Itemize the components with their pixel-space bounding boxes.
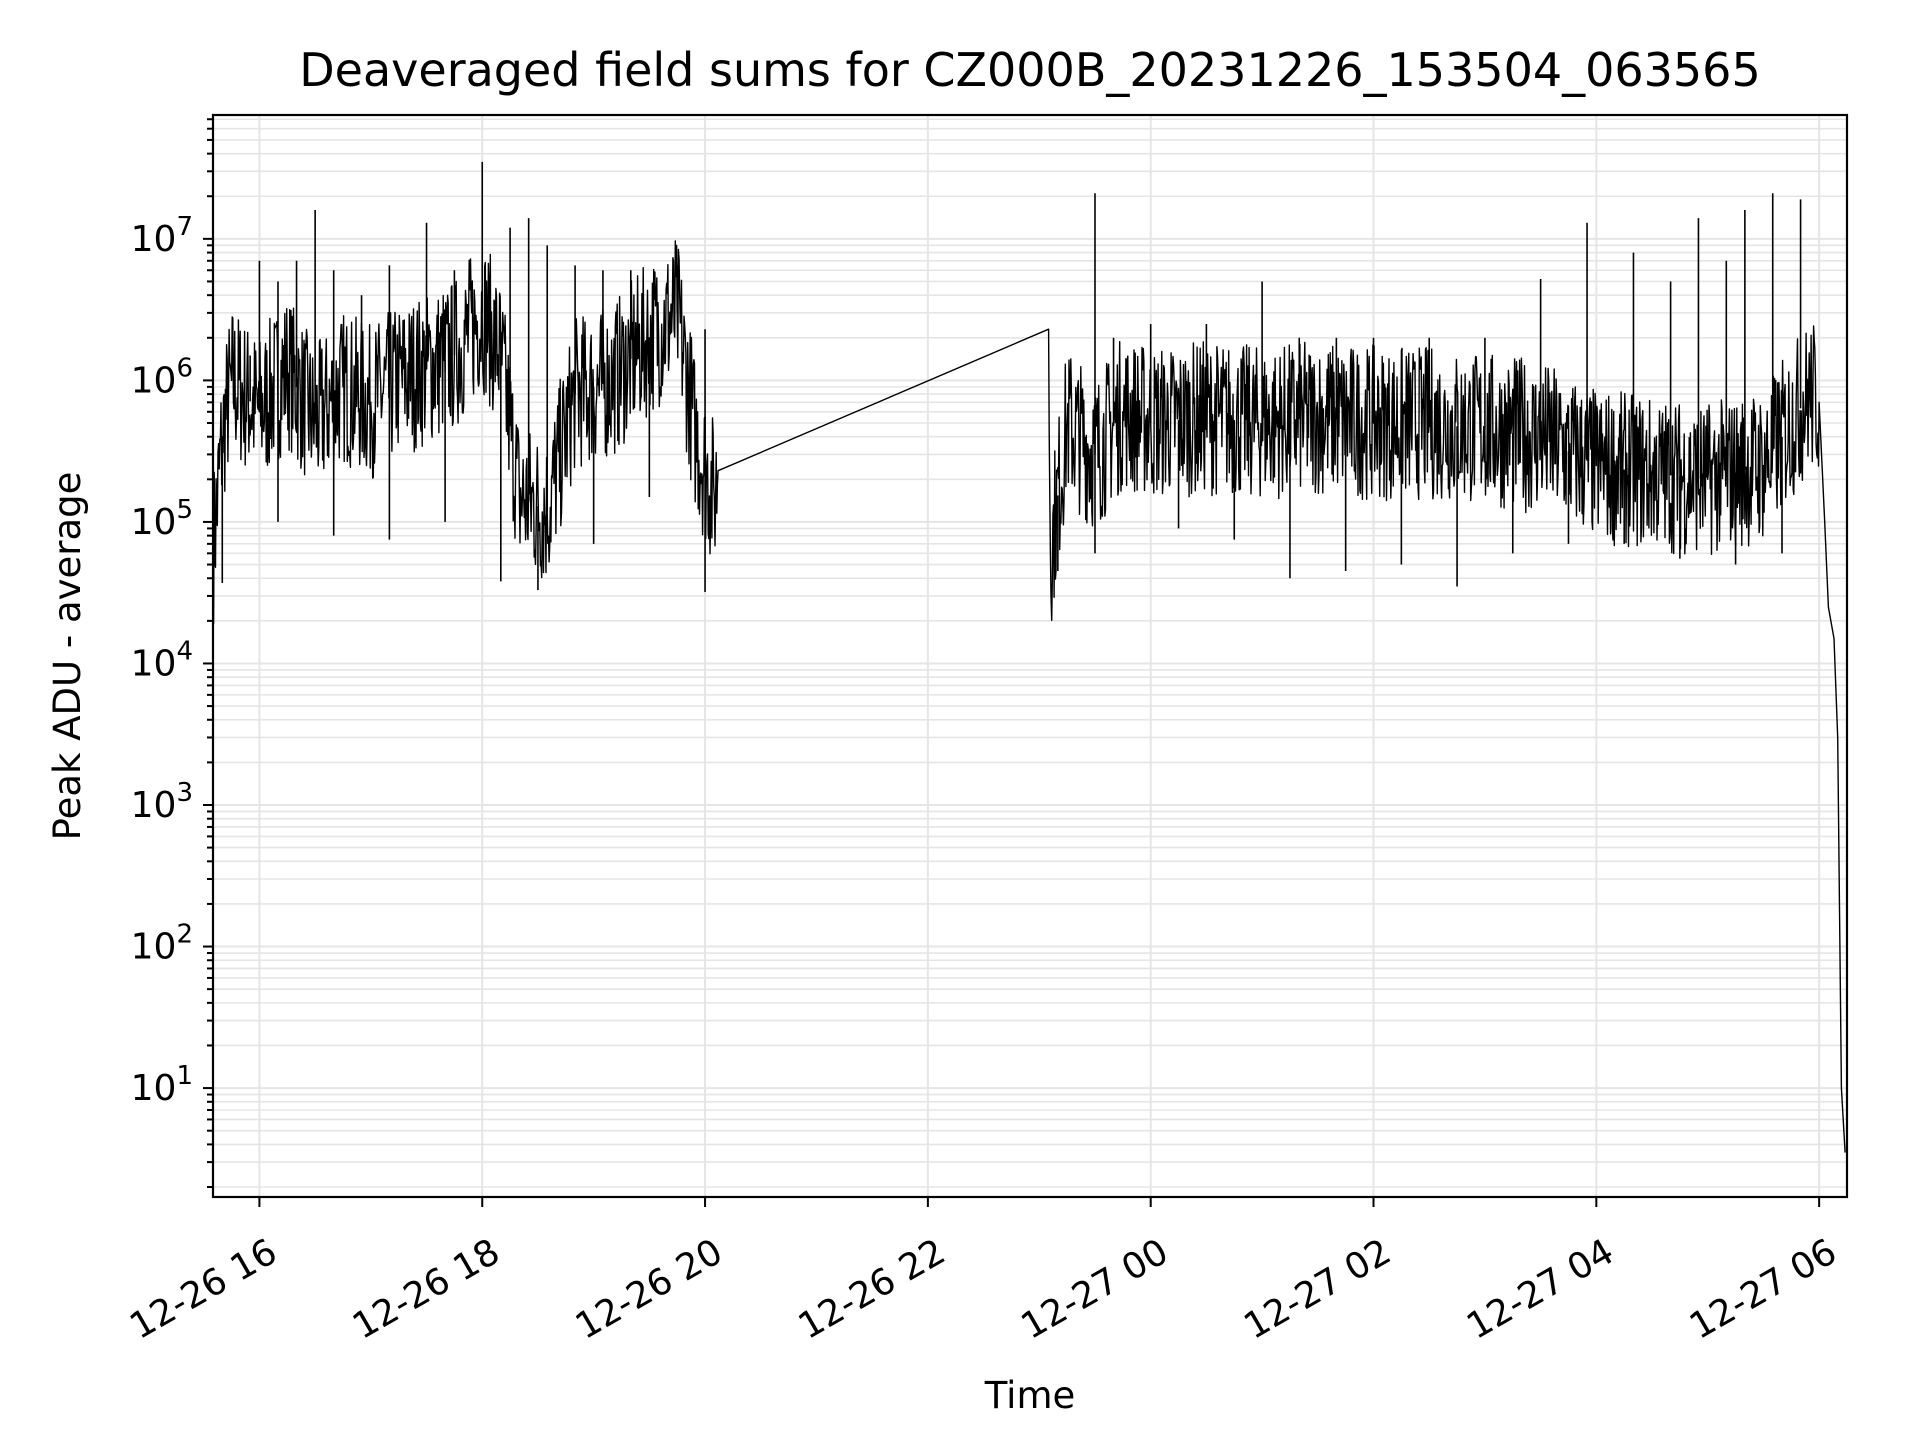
x-tick-label: 12-26 22 — [792, 1231, 953, 1347]
y-axis-label: Peak ADU - average — [46, 472, 89, 841]
y-ticks: 101 102 103 104 105 106 107 — [131, 118, 213, 1189]
x-tick-label: 12-27 06 — [1683, 1231, 1844, 1347]
x-tick-label: 12-27 02 — [1237, 1231, 1398, 1347]
x-axis-label: Time — [984, 1374, 1076, 1417]
plot-lines — [212, 161, 1846, 1153]
y-tick-label: 101 — [131, 1061, 193, 1109]
x-ticks: 12-26 16 12-26 18 12-26 20 12-26 22 12-27 00… — [123, 1197, 1844, 1348]
series-line — [212, 240, 1846, 1153]
y-tick-label: 107 — [131, 212, 193, 260]
plot-frame — [211, 113, 1849, 1199]
y-tick-label: 106 — [131, 353, 193, 401]
x-tick-label: 12-26 20 — [569, 1231, 730, 1347]
chart-title: Deaveraged field sums for CZ000B_2023122… — [299, 43, 1760, 97]
x-tick-label: 12-27 04 — [1460, 1231, 1621, 1347]
grid — [213, 115, 1847, 1197]
x-tick-label: 12-26 16 — [123, 1231, 284, 1347]
y-tick-label: 104 — [131, 636, 193, 684]
x-tick-label: 12-27 00 — [1015, 1231, 1176, 1347]
y-tick-label: 102 — [131, 920, 193, 968]
x-tick-label: 12-26 18 — [346, 1231, 507, 1347]
y-tick-label: 103 — [131, 778, 193, 826]
y-tick-label: 105 — [131, 495, 193, 543]
